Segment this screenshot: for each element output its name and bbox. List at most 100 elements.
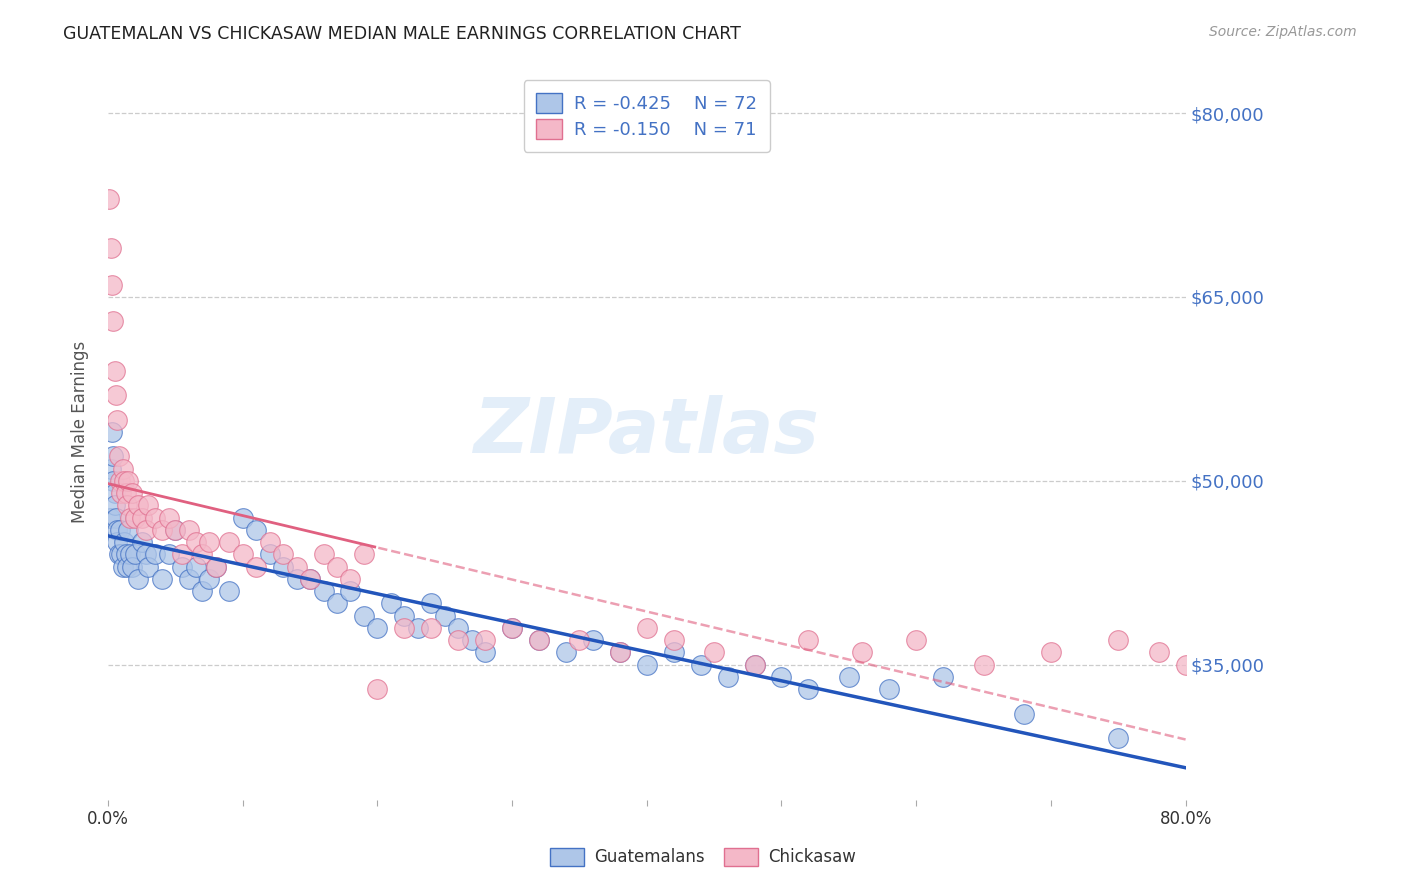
Point: [184, 559, 207, 574]
Point: [527, 633, 550, 648]
Point: [191, 584, 214, 599]
Point: [447, 621, 470, 635]
Point: [501, 621, 523, 635]
Point: [108, 474, 131, 488]
Point: [447, 633, 470, 648]
Point: [121, 559, 143, 574]
Point: [204, 559, 226, 574]
Point: [198, 572, 221, 586]
Point: [689, 657, 711, 672]
Point: [744, 657, 766, 672]
Point: [717, 670, 740, 684]
Point: [143, 510, 166, 524]
Text: Source: ZipAtlas.com: Source: ZipAtlas.com: [1209, 25, 1357, 39]
Point: [111, 559, 134, 574]
Point: [107, 535, 129, 549]
Point: [312, 547, 335, 561]
Point: [135, 547, 157, 561]
Point: [165, 523, 187, 537]
Point: [366, 682, 388, 697]
Point: [111, 461, 134, 475]
Point: [433, 608, 456, 623]
Point: [582, 633, 605, 648]
Point: [636, 621, 658, 635]
Point: [474, 633, 496, 648]
Point: [460, 633, 482, 648]
Point: [1039, 645, 1062, 659]
Point: [114, 547, 136, 561]
Point: [394, 621, 416, 635]
Point: [353, 608, 375, 623]
Point: [191, 547, 214, 561]
Point: [1107, 731, 1129, 746]
Y-axis label: Median Male Earnings: Median Male Earnings: [72, 341, 89, 523]
Point: [797, 682, 820, 697]
Point: [259, 535, 281, 549]
Point: [107, 547, 129, 561]
Point: [662, 645, 685, 659]
Point: [568, 633, 591, 648]
Point: [218, 584, 240, 599]
Point: [636, 657, 658, 672]
Point: [271, 559, 294, 574]
Point: [112, 535, 135, 549]
Point: [394, 608, 416, 623]
Legend: Guatemalans, Chickasaw: Guatemalans, Chickasaw: [544, 841, 862, 873]
Point: [1147, 645, 1170, 659]
Point: [131, 535, 153, 549]
Point: [143, 547, 166, 561]
Point: [339, 572, 361, 586]
Point: [127, 499, 149, 513]
Point: [98, 510, 121, 524]
Point: [115, 499, 138, 513]
Point: [420, 621, 443, 635]
Point: [1012, 706, 1035, 721]
Point: [165, 523, 187, 537]
Point: [138, 499, 160, 513]
Point: [107, 412, 129, 426]
Point: [138, 559, 160, 574]
Point: [851, 645, 873, 659]
Point: [609, 645, 631, 659]
Point: [121, 486, 143, 500]
Point: [198, 535, 221, 549]
Point: [877, 682, 900, 697]
Point: [108, 523, 131, 537]
Point: [285, 572, 308, 586]
Point: [232, 510, 254, 524]
Point: [973, 657, 995, 672]
Point: [232, 547, 254, 561]
Point: [104, 499, 127, 513]
Point: [104, 363, 127, 377]
Point: [127, 572, 149, 586]
Point: [107, 450, 129, 464]
Point: [770, 670, 793, 684]
Point: [353, 547, 375, 561]
Point: [101, 277, 124, 292]
Point: [117, 523, 139, 537]
Point: [184, 535, 207, 549]
Point: [905, 633, 928, 648]
Point: [110, 547, 132, 561]
Point: [703, 645, 725, 659]
Point: [103, 474, 125, 488]
Point: [131, 510, 153, 524]
Text: GUATEMALAN VS CHICKASAW MEDIAN MALE EARNINGS CORRELATION CHART: GUATEMALAN VS CHICKASAW MEDIAN MALE EARN…: [63, 25, 741, 43]
Point: [150, 572, 173, 586]
Point: [932, 670, 955, 684]
Point: [101, 425, 124, 439]
Point: [101, 450, 124, 464]
Point: [339, 584, 361, 599]
Point: [177, 572, 200, 586]
Point: [609, 645, 631, 659]
Point: [124, 547, 146, 561]
Point: [744, 657, 766, 672]
Point: [662, 633, 685, 648]
Point: [271, 547, 294, 561]
Point: [135, 523, 157, 537]
Text: ZIPatlas: ZIPatlas: [474, 395, 820, 469]
Point: [105, 388, 128, 402]
Point: [118, 510, 141, 524]
Point: [1174, 657, 1197, 672]
Point: [104, 486, 127, 500]
